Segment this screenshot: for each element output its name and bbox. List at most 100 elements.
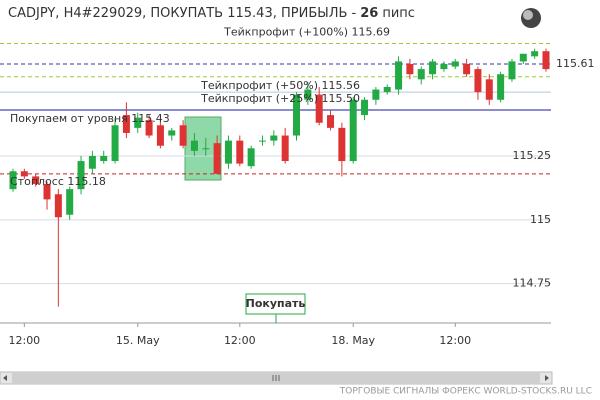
candle-body xyxy=(395,61,403,90)
candle xyxy=(134,112,142,133)
candle-body xyxy=(43,184,51,200)
candle xyxy=(406,58,414,80)
signal-label[interactable]: Покупать xyxy=(246,297,306,310)
candle-body xyxy=(179,125,187,146)
candle xyxy=(327,109,335,131)
candle xyxy=(531,48,539,59)
candle-body xyxy=(281,135,289,162)
candle xyxy=(542,48,550,72)
candle-body xyxy=(134,117,142,128)
level-label: Тейкпрофит (+100%) 115.69 xyxy=(223,26,390,39)
watermark: ТОРГОВЫЕ СИГНАЛЫ ФОРЕКС WORLD-STOCKS.RU … xyxy=(339,387,592,397)
candle-body xyxy=(463,63,471,75)
candle-body xyxy=(497,74,505,100)
candle-body xyxy=(361,99,369,116)
candle xyxy=(463,58,471,77)
candle-body xyxy=(9,171,17,190)
candle xyxy=(145,115,153,139)
candle-body xyxy=(327,115,335,128)
candle-body xyxy=(122,115,130,133)
candle-body xyxy=(236,140,244,164)
candle xyxy=(122,102,130,139)
candle-body xyxy=(304,89,312,100)
level-label: Тейкпрофит (+50%) 115.56 xyxy=(200,79,360,92)
candle xyxy=(43,181,51,210)
scrollbar[interactable] xyxy=(0,371,553,385)
x-tick-label: 12:00 xyxy=(439,334,471,347)
candle xyxy=(258,135,266,146)
candle-body xyxy=(531,51,539,57)
candle xyxy=(508,58,516,82)
y-tick-label: 115.25 xyxy=(513,149,552,162)
candle xyxy=(247,145,255,169)
candle xyxy=(383,84,391,95)
candle xyxy=(77,155,85,195)
candle-body xyxy=(168,130,176,136)
candle xyxy=(281,127,289,164)
candle-body xyxy=(202,148,210,150)
profit-unit: пипс xyxy=(382,6,415,21)
candle-body xyxy=(451,61,459,67)
candle-body xyxy=(156,125,164,146)
candle-body xyxy=(224,140,232,164)
signal-button[interactable] xyxy=(245,293,306,315)
candle xyxy=(417,66,425,85)
candle xyxy=(293,92,300,141)
candle-body xyxy=(270,135,278,141)
y-tick-label: 115 xyxy=(530,213,551,226)
candle xyxy=(519,53,527,64)
candle-body xyxy=(88,155,96,169)
candle-body xyxy=(77,161,85,190)
y-tick-label: 114.75 xyxy=(513,277,552,290)
candle-body xyxy=(338,127,346,162)
candle xyxy=(100,150,108,164)
candle-body xyxy=(190,140,198,151)
candle-body xyxy=(247,148,255,167)
candle xyxy=(224,135,232,169)
level-label: Тейкпрофит (+25%) 115.50 xyxy=(200,92,360,105)
candle xyxy=(168,127,176,141)
candle xyxy=(315,86,323,126)
candle xyxy=(485,74,493,105)
candle-body xyxy=(315,94,323,123)
candle-body xyxy=(258,140,266,142)
candle-body xyxy=(54,194,62,218)
candle xyxy=(156,120,164,149)
candle xyxy=(372,86,380,105)
x-tick-label: 18. May xyxy=(331,334,375,347)
candle-body xyxy=(372,89,380,100)
candle xyxy=(451,58,459,70)
candle xyxy=(395,56,403,95)
level-label: Стоплосс 115.18 xyxy=(10,175,106,188)
candle xyxy=(202,138,210,156)
candle-body xyxy=(111,125,119,162)
candle-body xyxy=(100,155,108,162)
candle-body xyxy=(293,94,300,136)
candle xyxy=(429,58,437,80)
x-tick-label: 12:00 xyxy=(224,334,256,347)
candle xyxy=(20,168,28,179)
candle-body xyxy=(213,143,221,174)
candle-body xyxy=(508,61,516,80)
candle-body xyxy=(66,189,74,215)
candle xyxy=(32,173,40,187)
candle xyxy=(474,66,482,100)
candle xyxy=(179,120,187,149)
candle xyxy=(338,122,346,177)
candle-body xyxy=(383,86,391,93)
candle-body xyxy=(32,176,40,185)
candle xyxy=(236,135,244,167)
candle xyxy=(54,189,62,307)
chart-title: CADJPY, H4#229029, ПОКУПАТЬ 115.43, ПРИБ… xyxy=(8,6,415,21)
candle xyxy=(349,97,357,164)
title-text: CADJPY, H4#229029, ПОКУПАТЬ 115.43, ПРИБ… xyxy=(8,6,357,21)
candle xyxy=(440,61,448,72)
candle xyxy=(9,168,17,192)
current-price-label: 115.61 xyxy=(556,57,595,70)
level-label: Покупаем от уровня 115.43 xyxy=(10,112,170,125)
candle-body xyxy=(349,99,357,162)
candle xyxy=(361,97,369,121)
